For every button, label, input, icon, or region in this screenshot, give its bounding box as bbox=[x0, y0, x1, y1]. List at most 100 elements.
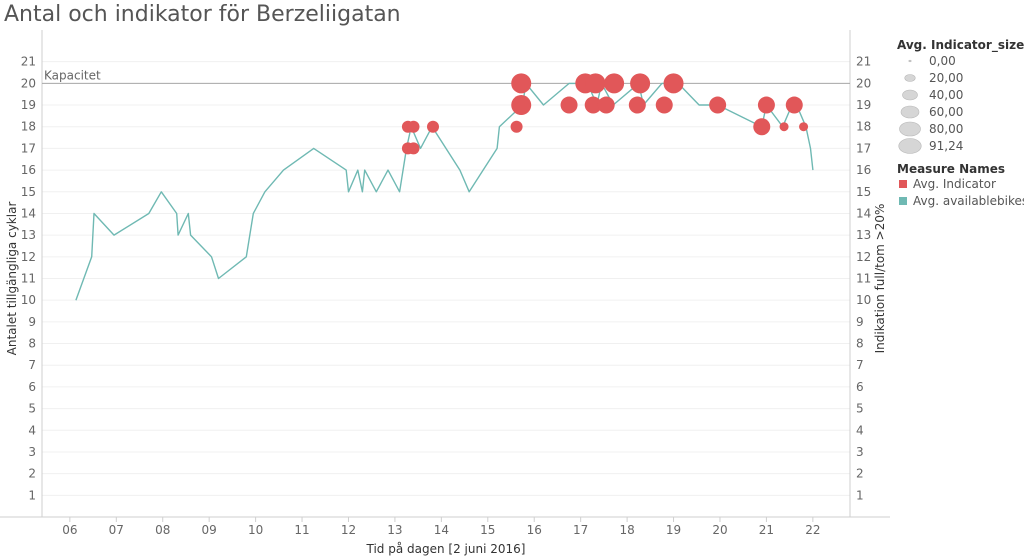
x-tick-label: 06 bbox=[62, 523, 77, 537]
y-tick-label-right: 17 bbox=[856, 141, 871, 155]
indicator-point bbox=[757, 96, 775, 114]
indicator-point bbox=[510, 120, 523, 133]
availablebikes-line bbox=[75, 82, 814, 301]
y-tick-label-right: 12 bbox=[856, 250, 871, 264]
y-tick-label-left: 4 bbox=[28, 423, 36, 437]
color-legend-swatch bbox=[899, 197, 907, 205]
y-tick-label-left: 13 bbox=[21, 228, 36, 242]
y-tick-label-right: 6 bbox=[856, 380, 864, 394]
y-tick-label-left: 12 bbox=[21, 250, 36, 264]
y-tick-label-right: 8 bbox=[856, 337, 864, 351]
y-tick-label-left: 5 bbox=[28, 402, 36, 416]
color-legend-title: Measure Names bbox=[897, 162, 1005, 176]
size-legend-marker bbox=[898, 138, 922, 154]
x-tick-label: 08 bbox=[155, 523, 170, 537]
color-legend-label: Avg. availablebikes bbox=[913, 194, 1024, 208]
size-legend-label: 0,00 bbox=[929, 54, 956, 68]
chart-title: Antal och indikator för Berzeliigatan bbox=[4, 2, 401, 27]
x-tick-label: 12 bbox=[341, 523, 356, 537]
indicator-point bbox=[426, 120, 439, 133]
x-tick-label: 19 bbox=[666, 523, 681, 537]
y-tick-label-right: 20 bbox=[856, 76, 871, 90]
indicator-point bbox=[560, 96, 578, 114]
indicator-point bbox=[628, 96, 646, 114]
size-legend-marker bbox=[899, 121, 921, 137]
indicator-point bbox=[630, 73, 651, 94]
x-tick-label: 22 bbox=[805, 523, 820, 537]
indicator-point bbox=[407, 120, 420, 133]
y-tick-label-right: 3 bbox=[856, 445, 864, 459]
indicator-point bbox=[779, 122, 789, 132]
size-legend-label: 91,24 bbox=[929, 139, 963, 153]
kapacitet-label: Kapacitet bbox=[44, 68, 101, 82]
y-tick-label-right: 4 bbox=[856, 423, 864, 437]
indicator-point bbox=[511, 73, 532, 94]
y-tick-label-right: 16 bbox=[856, 163, 871, 177]
x-axis-title: Tid på dagen [2 juni 2016] bbox=[366, 542, 526, 556]
y-tick-label-right: 2 bbox=[856, 467, 864, 481]
y-tick-label-right: 19 bbox=[856, 98, 871, 112]
size-legend-label: 40,00 bbox=[929, 88, 963, 102]
y-tick-label-right: 5 bbox=[856, 402, 864, 416]
y-tick-label-left: 2 bbox=[28, 467, 36, 481]
y-tick-label-left: 8 bbox=[28, 337, 36, 351]
x-tick-label: 21 bbox=[759, 523, 774, 537]
color-legend-swatch bbox=[899, 180, 907, 188]
size-legend-label: 80,00 bbox=[929, 122, 963, 136]
y-tick-label-left: 16 bbox=[21, 163, 36, 177]
y-tick-label-left: 17 bbox=[21, 141, 36, 155]
y-tick-label-right: 15 bbox=[856, 185, 871, 199]
indicator-point bbox=[511, 95, 532, 116]
x-tick-label: 09 bbox=[202, 523, 217, 537]
y-tick-label-left: 18 bbox=[21, 120, 36, 134]
series-layer bbox=[75, 73, 814, 301]
y-tick-label-right: 7 bbox=[856, 358, 864, 372]
x-tick-label: 16 bbox=[527, 523, 542, 537]
indicator-point bbox=[709, 96, 727, 114]
y-tick-label-right: 14 bbox=[856, 206, 871, 220]
size-legend-marker bbox=[900, 105, 920, 119]
indicator-point bbox=[597, 96, 615, 114]
y-tick-label-right: 1 bbox=[856, 488, 864, 502]
y-axis-title-right: Indikation full/tom >20% bbox=[873, 204, 887, 354]
y-tick-label-left: 21 bbox=[21, 55, 36, 69]
indicator-point bbox=[584, 96, 602, 114]
y-tick-label-left: 7 bbox=[28, 358, 36, 372]
size-legend-marker bbox=[904, 74, 916, 82]
y-tick-label-right: 21 bbox=[856, 55, 871, 69]
size-legend-marker bbox=[908, 59, 912, 63]
indicator-point bbox=[753, 118, 771, 136]
y-tick-label-left: 14 bbox=[21, 206, 36, 220]
y-tick-label-right: 13 bbox=[856, 228, 871, 242]
color-legend-label: Avg. Indicator bbox=[913, 177, 996, 191]
y-tick-label-left: 3 bbox=[28, 445, 36, 459]
x-tick-label: 10 bbox=[248, 523, 263, 537]
x-tick-label: 18 bbox=[619, 523, 634, 537]
indicator-point bbox=[785, 96, 803, 114]
x-tick-label: 13 bbox=[387, 523, 402, 537]
size-legend-label: 60,00 bbox=[929, 105, 963, 119]
y-tick-label-right: 11 bbox=[856, 272, 871, 286]
indicator-point bbox=[799, 122, 809, 132]
y-axis-title-left: Antalet tillgängliga cyklar bbox=[5, 202, 19, 356]
indicator-point bbox=[604, 73, 625, 94]
y-tick-label-left: 9 bbox=[28, 315, 36, 329]
y-tick-label-left: 19 bbox=[21, 98, 36, 112]
indicator-point bbox=[655, 96, 673, 114]
y-tick-label-right: 9 bbox=[856, 315, 864, 329]
grid-layer bbox=[42, 61, 850, 496]
indicator-point bbox=[585, 73, 606, 94]
x-tick-label: 14 bbox=[434, 523, 449, 537]
x-tick-label: 07 bbox=[109, 523, 124, 537]
y-tick-label-right: 10 bbox=[856, 293, 871, 307]
y-tick-label-left: 10 bbox=[21, 293, 36, 307]
size-legend-marker bbox=[902, 89, 918, 101]
indicator-point bbox=[663, 73, 684, 94]
x-tick-label: 11 bbox=[294, 523, 309, 537]
y-tick-label-left: 15 bbox=[21, 185, 36, 199]
y-tick-label-left: 11 bbox=[21, 272, 36, 286]
y-tick-label-left: 20 bbox=[21, 76, 36, 90]
indicator-point bbox=[407, 142, 420, 155]
